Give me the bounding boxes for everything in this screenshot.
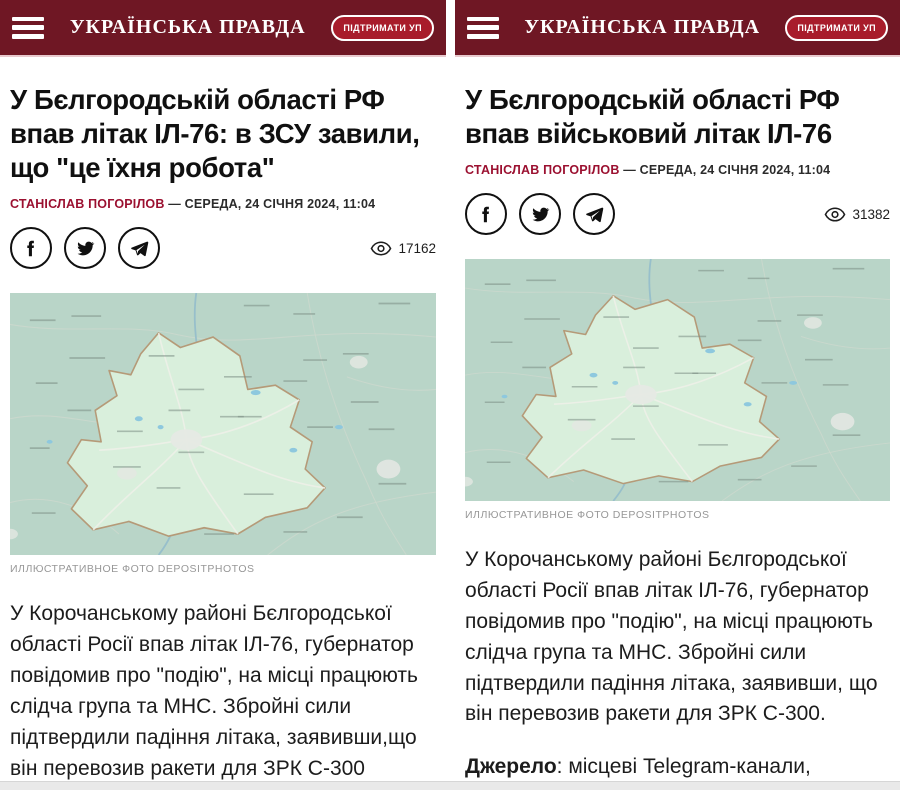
site-header: УКРАЇНСЬКА ПРАВДА ПІДТРИМАТИ УП	[0, 0, 446, 57]
twitter-share-button[interactable]	[64, 227, 106, 270]
telegram-share-button[interactable]	[118, 227, 160, 270]
article: У Бєлгородській області РФ впав військов…	[455, 83, 900, 790]
hamburger-menu-icon[interactable]	[12, 16, 44, 39]
author-link[interactable]: СТАНІСЛАВ ПОГОРІЛОВ	[465, 163, 620, 178]
article-headline: У Бєлгородській області РФ впав військов…	[465, 84, 840, 150]
article-body: У Корочанському районі Бєлгородської обл…	[465, 548, 878, 726]
telegram-icon	[585, 207, 603, 222]
site-logo[interactable]: УКРАЇНСЬКА ПРАВДА	[69, 16, 306, 38]
site-logo[interactable]: УКРАЇНСЬКА ПРАВДА	[524, 16, 761, 38]
views-counter: 17162	[370, 241, 436, 256]
article-panel-left: УКРАЇНСЬКА ПРАВДА ПІДТРИМАТИ УП У Бєлгор…	[0, 0, 446, 790]
views-counter: 31382	[824, 207, 890, 222]
article-headline: У Бєлгородській області РФ впав літак ІЛ…	[10, 84, 420, 184]
telegram-share-button[interactable]	[573, 193, 615, 236]
twitter-icon	[532, 207, 549, 222]
site-header: УКРАЇНСЬКА ПРАВДА ПІДТРИМАТИ УП	[455, 0, 900, 57]
facebook-icon	[481, 206, 489, 222]
article-panel-right: УКРАЇНСЬКА ПРАВДА ПІДТРИМАТИ УП У Бєлгор…	[455, 0, 900, 790]
twitter-icon	[77, 241, 94, 256]
share-row: 31382	[465, 193, 890, 236]
hamburger-menu-icon[interactable]	[467, 16, 499, 39]
views-count: 31382	[852, 206, 890, 222]
image-caption: ИЛЛЮСТРАТИВНОЕ ФОТО DEPOSITPHOTOS	[10, 563, 255, 576]
article-map-image	[10, 293, 436, 556]
facebook-share-button[interactable]	[465, 193, 507, 236]
byline: СТАНІСЛАВ ПОГОРІЛОВ — СЕРЕДА, 24 СІЧНЯ 2…	[10, 197, 436, 211]
eye-icon	[825, 207, 846, 222]
article: У Бєлгородській області РФ впав літак ІЛ…	[0, 83, 446, 790]
byline: СТАНІСЛАВ ПОГОРІЛОВ — СЕРЕДА, 24 СІЧНЯ 2…	[465, 163, 890, 177]
support-button[interactable]: ПІДТРИМАТИ УП	[331, 14, 434, 41]
facebook-share-button[interactable]	[10, 227, 52, 270]
image-caption: ИЛЛЮСТРАТИВНОЕ ФОТО DEPOSITPHOTOS	[465, 509, 710, 522]
facebook-icon	[26, 240, 34, 256]
author-link[interactable]: СТАНІСЛАВ ПОГОРІЛОВ	[10, 197, 165, 212]
publish-date: — СЕРЕДА, 24 СІЧНЯ 2024, 11:04	[619, 163, 831, 178]
source-label: Джерело	[465, 755, 557, 779]
bottom-edge-strip	[0, 781, 900, 790]
share-row: 17162	[10, 227, 436, 270]
publish-date: — СЕРЕДА, 24 СІЧНЯ 2024, 11:04	[164, 197, 376, 212]
views-count: 17162	[398, 240, 436, 256]
eye-icon	[371, 241, 392, 256]
article-body: У Корочанському районі Бєлгородської обл…	[10, 602, 418, 780]
telegram-icon	[130, 241, 148, 256]
source-text: : місцеві Telegram-канали,	[556, 755, 811, 779]
twitter-share-button[interactable]	[519, 193, 561, 236]
support-button[interactable]: ПІДТРИМАТИ УП	[785, 14, 888, 41]
article-map-image	[465, 259, 890, 502]
